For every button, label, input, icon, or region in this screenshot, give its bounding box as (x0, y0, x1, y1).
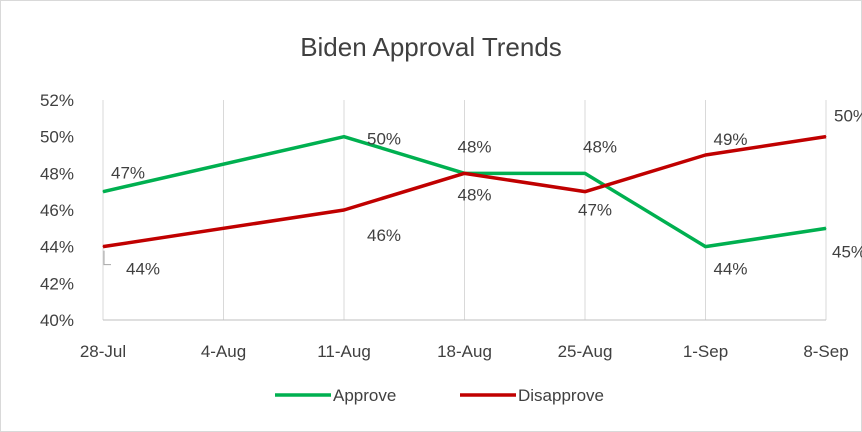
y-tick-label: 52% (40, 91, 74, 110)
disapprove-data-point (102, 246, 104, 248)
approve-data-point (343, 136, 345, 138)
y-tick-label: 48% (40, 164, 74, 183)
approve-data-label: 50% (367, 130, 401, 149)
disapprove-data-point (705, 154, 706, 156)
approve-series-line (102, 134, 827, 249)
x-tick-label: 18-Aug (437, 342, 492, 361)
y-tick-label: 46% (40, 201, 74, 220)
y-tick-label: 40% (40, 311, 74, 330)
y-tick-label: 44% (40, 238, 74, 257)
x-tick-label: 8-Sep (803, 342, 848, 361)
x-tick-label: 28-Jul (80, 342, 126, 361)
disapprove-series-line (102, 134, 827, 249)
approve-data-point (705, 246, 706, 248)
disapprove-data-label: 50% (834, 107, 862, 126)
approve-data-label: 48% (583, 137, 617, 156)
x-tick-label: 11-Aug (317, 342, 371, 361)
disapprove-data-point (825, 136, 827, 138)
x-tick-label: 25-Aug (558, 342, 613, 361)
disapprove-data-label: 47% (578, 201, 612, 220)
disapprove-data-point (343, 209, 345, 211)
approve-data-point (102, 191, 104, 193)
approve-data-point (584, 172, 586, 174)
chart-title: Biden Approval Trends (300, 32, 562, 62)
legend-label-approve: Approve (333, 386, 396, 405)
approve-data-label: 44% (713, 260, 747, 279)
approve-data-label: 47% (111, 164, 145, 183)
y-tick-label: 42% (40, 274, 74, 293)
approve-data-label: 48% (457, 137, 491, 156)
x-tick-label: 4-Aug (201, 342, 246, 361)
disapprove-data-point (464, 172, 465, 174)
disapprove-data-label: 44% (126, 260, 160, 279)
disapprove-data-label: 48% (457, 185, 491, 204)
approve-data-label: 45% (832, 242, 862, 261)
disapprove-data-point (584, 191, 586, 193)
disapprove-data-label: 49% (713, 130, 747, 149)
x-tick-label: 1-Sep (683, 342, 728, 361)
y-tick-label: 50% (40, 128, 74, 147)
disapprove-data-label: 46% (367, 226, 401, 245)
approve-data-point (825, 227, 827, 229)
legend-label-disapprove: Disapprove (518, 386, 604, 405)
leader-line (103, 250, 111, 266)
